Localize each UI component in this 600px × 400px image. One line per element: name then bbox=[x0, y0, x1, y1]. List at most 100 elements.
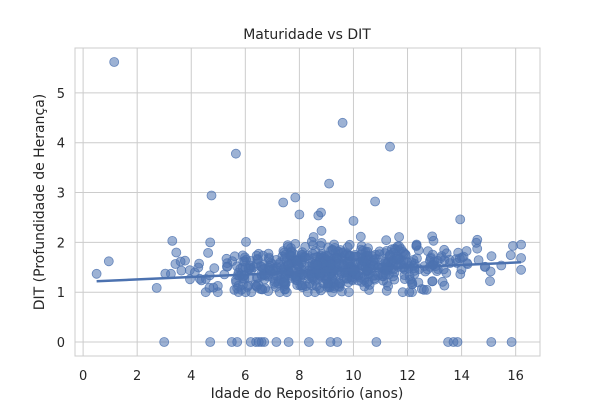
scatter-point bbox=[176, 265, 187, 276]
scatter-point bbox=[505, 250, 516, 261]
scatter-point bbox=[279, 277, 290, 287]
scatter-point bbox=[290, 192, 301, 203]
scatter-point bbox=[204, 282, 215, 293]
scatter-point bbox=[344, 239, 355, 250]
scatter-point bbox=[506, 337, 517, 347]
scatter-point bbox=[439, 280, 450, 291]
scatter-point bbox=[374, 246, 385, 257]
scatter-point bbox=[381, 235, 392, 246]
scatter-point bbox=[203, 247, 214, 258]
scatter-point bbox=[205, 337, 216, 347]
scatter-point bbox=[230, 148, 241, 159]
scatter-point bbox=[316, 237, 327, 248]
scatter-point bbox=[304, 261, 315, 272]
scatter-point bbox=[516, 264, 526, 275]
scatter-point bbox=[486, 337, 497, 347]
scatter-point bbox=[274, 287, 285, 298]
y-tick-label: 0 bbox=[57, 336, 65, 351]
x-tick-label: 12 bbox=[399, 369, 416, 384]
y-tick-label: 3 bbox=[57, 187, 65, 202]
scatter-point bbox=[304, 278, 315, 289]
y-tick-label: 2 bbox=[57, 236, 65, 251]
scatter-point bbox=[206, 190, 217, 201]
scatter-point bbox=[337, 247, 348, 258]
scatter-point bbox=[259, 337, 270, 347]
scatter-point bbox=[455, 269, 466, 280]
scatter-point bbox=[427, 231, 438, 242]
scatter-point bbox=[356, 249, 367, 260]
x-axis-ticks: 0 2 4 6 8 10 12 14 16 bbox=[79, 369, 524, 384]
scatter-point bbox=[283, 337, 294, 347]
scatter-point bbox=[364, 285, 375, 295]
scatter-point bbox=[322, 278, 333, 289]
scatter-point bbox=[383, 281, 394, 292]
scatter-point bbox=[436, 251, 447, 262]
scatter-point bbox=[427, 276, 438, 287]
scatter-point bbox=[91, 268, 102, 279]
scatter-point bbox=[313, 210, 324, 221]
scatter-point bbox=[253, 279, 264, 290]
scatter-point bbox=[308, 232, 319, 242]
scatter-point bbox=[455, 214, 466, 225]
scatter-point bbox=[316, 225, 327, 236]
scatter-point bbox=[303, 337, 314, 347]
scatter-point bbox=[341, 273, 352, 284]
scatter-point bbox=[380, 269, 391, 280]
y-axis-title: DIT (Profundidade de Herança) bbox=[32, 94, 48, 311]
trend-line bbox=[96, 261, 522, 283]
scatter-point bbox=[251, 258, 262, 269]
scatter-point bbox=[171, 247, 182, 258]
scatter-point bbox=[294, 209, 305, 220]
scatter-points bbox=[91, 57, 526, 347]
scatter-point bbox=[233, 280, 244, 291]
scatter-point bbox=[151, 282, 162, 293]
scatter-point bbox=[333, 258, 344, 269]
scatter-point bbox=[452, 337, 463, 347]
scatter-point bbox=[337, 117, 348, 128]
scatter-point bbox=[394, 232, 405, 242]
x-tick-label: 16 bbox=[507, 369, 524, 384]
chart-title: Maturidade vs DIT bbox=[243, 27, 371, 43]
x-tick-label: 4 bbox=[187, 369, 195, 384]
scatter-point bbox=[232, 261, 242, 272]
scatter-point bbox=[209, 263, 220, 274]
scatter-point bbox=[516, 253, 526, 263]
scatter-point bbox=[368, 270, 378, 281]
scatter-point bbox=[486, 251, 497, 262]
scatter-point bbox=[411, 240, 422, 251]
scatter-point bbox=[379, 258, 390, 268]
scatter-point bbox=[385, 141, 395, 152]
scatter-point bbox=[271, 337, 282, 347]
y-tick-label: 5 bbox=[57, 87, 65, 102]
scatter-point bbox=[271, 254, 282, 265]
scatter-point bbox=[232, 337, 243, 347]
y-tick-label: 1 bbox=[57, 286, 65, 301]
scatter-point bbox=[348, 215, 359, 226]
y-axis-ticks: 0 1 2 3 4 5 bbox=[57, 87, 65, 351]
scatter-point bbox=[332, 337, 343, 347]
scatter-point bbox=[370, 254, 380, 265]
scatter-point bbox=[278, 197, 289, 208]
scatter-point bbox=[160, 268, 171, 279]
trend-line-group bbox=[96, 261, 522, 283]
scatter-point bbox=[371, 337, 382, 347]
scatter-point bbox=[418, 284, 429, 295]
scatter-point bbox=[103, 256, 114, 267]
scatter-point bbox=[404, 287, 415, 298]
x-tick-label: 6 bbox=[241, 369, 249, 384]
x-tick-label: 8 bbox=[295, 369, 303, 384]
scatter-point bbox=[205, 237, 216, 248]
scatter-point bbox=[391, 254, 402, 264]
scatter-point bbox=[167, 235, 178, 246]
scatter-point bbox=[286, 247, 297, 258]
x-tick-label: 14 bbox=[453, 369, 470, 384]
scatter-point bbox=[516, 239, 526, 250]
scatter-point bbox=[109, 57, 120, 67]
scatter-point bbox=[458, 251, 469, 262]
scatter-point bbox=[370, 196, 381, 207]
scatter-point bbox=[283, 260, 294, 271]
scatter-point bbox=[485, 276, 495, 287]
scatter-point bbox=[180, 255, 190, 266]
x-tick-label: 0 bbox=[79, 369, 87, 384]
